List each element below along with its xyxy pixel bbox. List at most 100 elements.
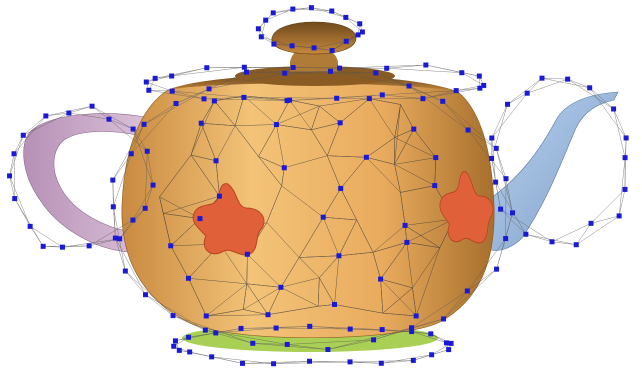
mesh-edge — [243, 95, 277, 125]
control-point — [355, 32, 361, 38]
cage-edge — [311, 7, 332, 12]
cage-edge — [411, 331, 431, 335]
cage-edge — [456, 87, 480, 91]
control-point — [241, 94, 247, 100]
cage-edge — [618, 157, 626, 216]
mesh-edge — [318, 304, 335, 307]
control-point — [209, 354, 215, 360]
control-point — [20, 132, 26, 138]
control-point — [240, 360, 246, 366]
control-point — [128, 151, 134, 157]
mesh-edge — [319, 277, 335, 305]
mesh-edge — [311, 122, 341, 131]
mesh-edge — [267, 305, 319, 315]
cage-edge — [215, 328, 242, 334]
control-point — [290, 65, 296, 71]
mesh-edge — [266, 185, 282, 223]
mesh-edge — [276, 105, 320, 125]
mesh-edge — [412, 247, 441, 288]
control-point — [489, 135, 495, 141]
mesh-edge — [400, 192, 406, 226]
control-point — [271, 41, 277, 47]
cage-edge — [311, 7, 346, 18]
mesh-edge — [243, 309, 269, 315]
control-point — [320, 214, 326, 220]
control-point — [410, 357, 416, 363]
cage-edge — [113, 153, 132, 207]
control-point — [440, 98, 446, 104]
mesh-edge — [356, 219, 374, 253]
cage-edge — [567, 78, 614, 110]
control-point — [347, 326, 353, 332]
mesh-edge — [201, 100, 215, 124]
mesh-edge — [201, 122, 236, 127]
control-point — [204, 65, 210, 71]
cage-edge — [287, 344, 328, 350]
control-point — [284, 341, 290, 347]
cage-edge — [461, 72, 484, 86]
control-point — [106, 116, 112, 122]
cage-edge — [112, 124, 145, 181]
cage-edge — [246, 71, 331, 73]
mesh-edge — [311, 129, 328, 156]
control-points — [7, 5, 629, 367]
control-point — [379, 327, 385, 333]
control-point — [281, 165, 287, 171]
cage-edge — [382, 94, 423, 99]
mesh-edge — [323, 216, 357, 221]
mesh-edge — [276, 124, 312, 131]
control-point — [623, 135, 629, 141]
cage-edge — [208, 72, 285, 90]
lid-base — [235, 66, 395, 86]
cage-edge — [89, 219, 134, 247]
cage-edge — [576, 215, 620, 245]
cage-edge — [119, 208, 146, 239]
control-point — [347, 359, 353, 365]
mesh-edge — [159, 196, 164, 214]
mesh-edge — [380, 242, 408, 280]
cage-edge — [146, 81, 173, 92]
mesh-edge — [400, 104, 414, 130]
cage-edge — [381, 360, 414, 364]
mesh-edge — [234, 95, 245, 126]
cage-edge — [496, 238, 506, 270]
mesh-edge — [190, 100, 215, 156]
control-point — [332, 301, 338, 307]
cage-edge — [13, 115, 47, 154]
control-point — [432, 183, 438, 189]
mesh-edge — [405, 218, 454, 226]
cage-edge — [91, 105, 110, 120]
cage-edge — [276, 327, 351, 330]
control-point — [343, 38, 349, 44]
cage-edge — [461, 72, 480, 77]
control-point — [66, 110, 72, 116]
control-point — [172, 338, 178, 344]
mesh-edge — [338, 219, 357, 256]
control-point — [11, 151, 17, 157]
cage-edge — [68, 105, 93, 114]
cage-edge — [551, 241, 577, 245]
cage-edge — [541, 77, 568, 80]
control-point — [477, 85, 483, 91]
cage-edge — [287, 339, 374, 345]
mesh-edge — [298, 257, 320, 278]
mesh-edge — [380, 279, 384, 314]
mesh-edge — [311, 105, 320, 130]
control-point — [206, 86, 212, 92]
control-point — [176, 347, 182, 353]
cage-edge — [125, 270, 174, 316]
mesh-edge — [289, 99, 312, 130]
control-point — [373, 70, 379, 76]
control-point — [327, 68, 333, 74]
control-point — [141, 121, 147, 127]
control-point — [110, 204, 116, 210]
cage-edge — [203, 97, 244, 100]
control-point — [273, 122, 279, 128]
control-point — [448, 340, 454, 346]
cage-edge — [208, 71, 247, 90]
cage-edge — [411, 331, 447, 344]
cage-edge — [500, 208, 527, 235]
cage-edge — [132, 128, 148, 152]
mesh-edge — [340, 157, 367, 189]
